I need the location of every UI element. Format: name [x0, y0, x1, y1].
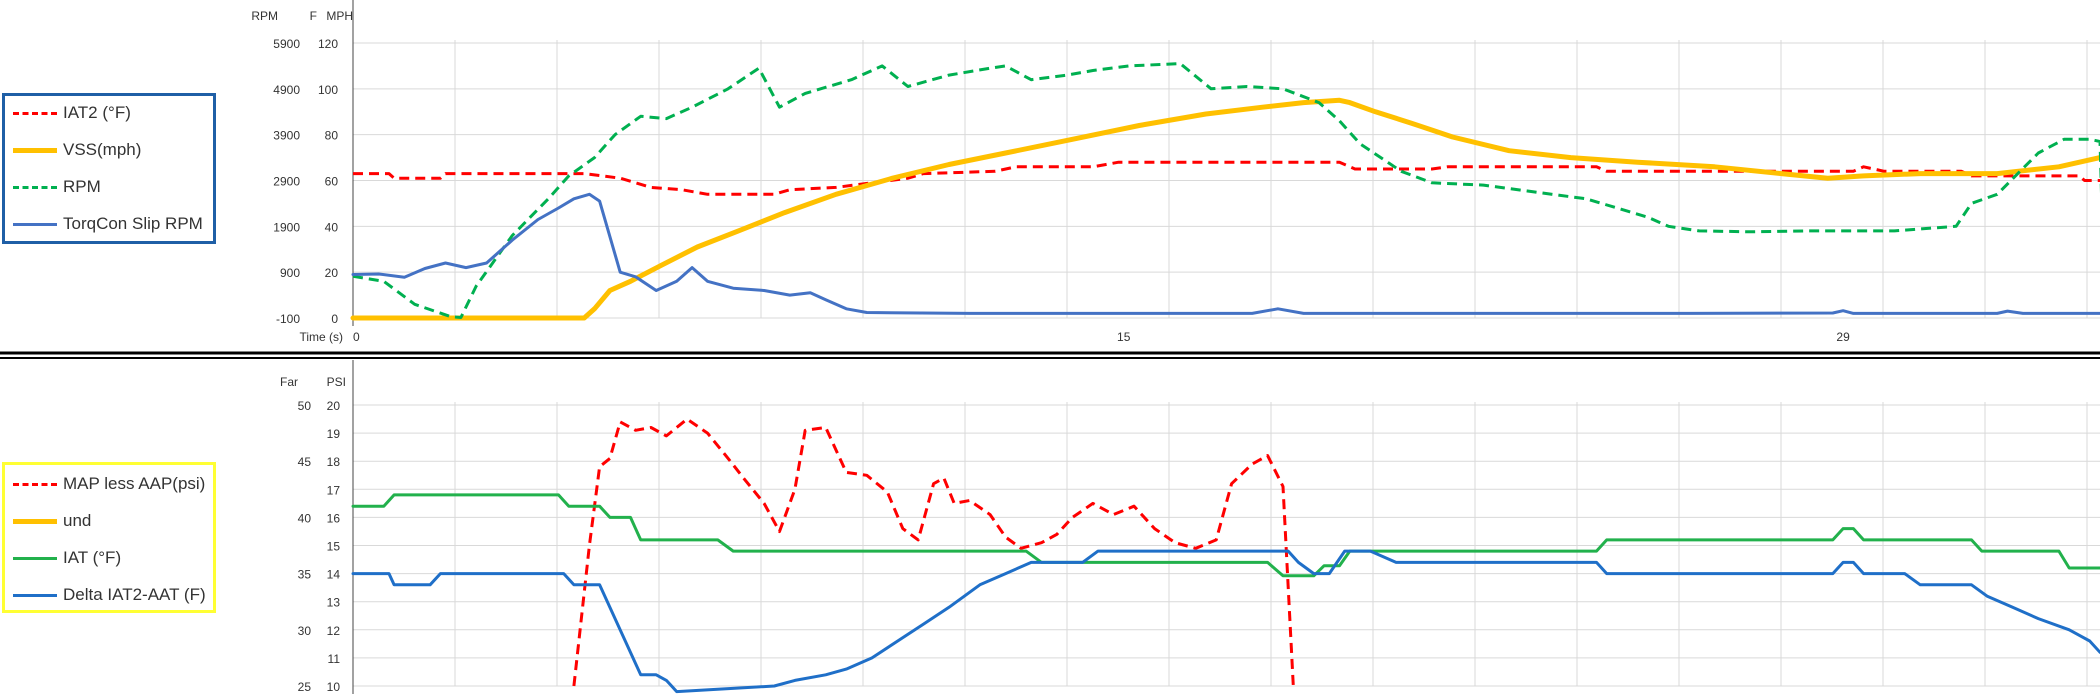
y-tick-far: 25: [298, 680, 312, 694]
axis-unit-mph: MPH: [326, 9, 353, 23]
legend-item-und: und: [13, 510, 91, 532]
y-tick-far: 30: [298, 624, 312, 638]
y-tick-mph: 0: [331, 312, 338, 326]
legend-label-vss: VSS(mph): [63, 140, 142, 159]
axis-unit-psi: PSI: [327, 375, 346, 389]
axis-unit-far: Far: [280, 375, 298, 389]
series-line-iat-f: [351, 493, 2100, 578]
legend-label-iat: IAT (°F): [63, 548, 122, 567]
y-tick-psi: 11: [328, 652, 341, 666]
y-tick-far: 35: [298, 568, 312, 582]
y-tick-psi: 14: [327, 568, 341, 582]
x-tick: 15: [1117, 330, 1131, 344]
y-tick-mph: 100: [318, 83, 338, 97]
legend-swatch-iat2: [13, 111, 57, 115]
legend-swatch-delta: [13, 593, 57, 597]
legend-swatch-rpm: [13, 185, 57, 189]
y-tick-psi: 15: [327, 540, 341, 554]
y-tick-rpm: 1900: [273, 220, 300, 234]
y-tick-rpm: -100: [276, 312, 300, 326]
legend-bottom: MAP less AAP(psi) und IAT (°F) Delta IAT…: [2, 462, 216, 613]
y-tick-psi: 10: [327, 680, 341, 694]
y-tick-psi: 16: [327, 511, 341, 525]
legend-label-und: und: [63, 511, 92, 530]
y-tick-mph: 20: [325, 266, 339, 280]
y-tick-far: 45: [298, 455, 312, 469]
series-layer: [350, 62, 2100, 694]
series-line-map-less-aap-psi: [572, 417, 1295, 687]
legend-label-map: MAP less AAP(psi): [63, 474, 206, 493]
y-tick-psi: 20: [327, 399, 341, 413]
y-tick-rpm: 5900: [273, 37, 300, 51]
x-tick: 29: [1836, 330, 1850, 344]
legend-swatch-vss: [13, 147, 57, 153]
legend-top: IAT2 (°F) VSS(mph) RPM TorqCon Slip RPM: [2, 93, 216, 244]
y-tick-psi: 13: [327, 596, 341, 610]
legend-swatch-map: [13, 482, 57, 486]
legend-label-delta: Delta IAT2-AAT (F): [63, 585, 206, 604]
legend-label-iat2: IAT2 (°F): [63, 103, 131, 122]
y-tick-mph: 40: [325, 220, 339, 234]
x-axis-label: Time (s): [299, 330, 343, 344]
legend-item-iat: IAT (°F): [13, 547, 121, 569]
series-line-torqcon-slip-rpm: [351, 192, 2100, 315]
legend-item-iat2: IAT2 (°F): [13, 102, 131, 124]
legend-item-map: MAP less AAP(psi): [13, 473, 205, 495]
y-tick-psi: 12: [327, 624, 341, 638]
y-tick-psi: 19: [327, 427, 341, 441]
axis-unit-rpm: RPM: [251, 9, 278, 23]
legend-item-vss: VSS(mph): [13, 139, 141, 161]
legend-item-delta: Delta IAT2-AAT (F): [13, 584, 206, 606]
y-tick-far: 50: [298, 399, 312, 413]
y-tick-mph: 80: [325, 129, 339, 143]
y-tick-mph: 120: [318, 37, 338, 51]
y-tick-rpm: 4900: [273, 83, 300, 97]
legend-label-rpm: RPM: [63, 177, 101, 196]
x-tick: 0: [353, 330, 360, 344]
legend-label-slip: TorqCon Slip RPM: [63, 214, 203, 233]
y-tick-rpm: 900: [280, 266, 300, 280]
legend-item-slip: TorqCon Slip RPM: [13, 213, 203, 235]
y-tick-psi: 17: [327, 483, 341, 497]
series-line-iat2-f: [353, 160, 2100, 196]
y-tick-mph: 60: [325, 175, 339, 189]
legend-swatch-slip: [13, 222, 57, 226]
y-tick-far: 40: [298, 511, 312, 525]
legend-swatch-und: [13, 518, 57, 524]
series-line-delta-iat2-aat-f: [351, 549, 2100, 694]
series-line-rpm: [352, 62, 2100, 319]
y-tick-rpm: 2900: [273, 175, 300, 189]
y-tick-psi: 18: [327, 455, 341, 469]
axis-layer: RPM F MPH59004900390029001900900-100120100…: [251, 9, 1850, 694]
y-tick-rpm: 3900: [273, 129, 300, 143]
series-line-vss-mph: [350, 97, 2100, 321]
legend-item-rpm: RPM: [13, 176, 101, 198]
legend-swatch-iat: [13, 556, 57, 560]
axis-unit-f: F: [310, 9, 317, 23]
